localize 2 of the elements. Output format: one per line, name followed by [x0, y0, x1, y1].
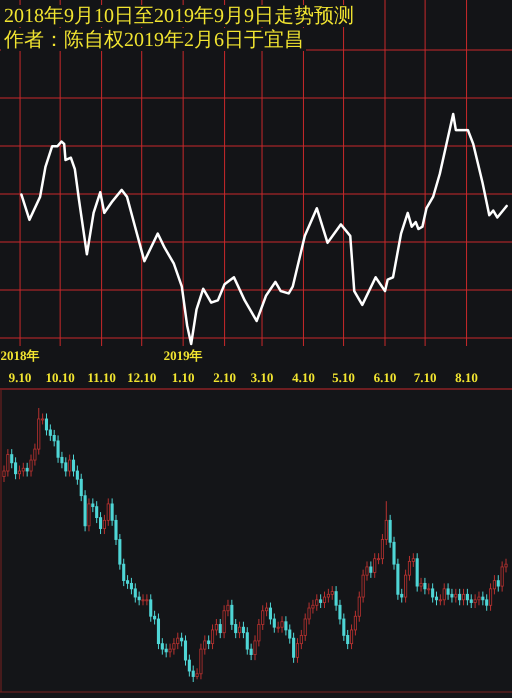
title: 2018年9月10日至2019年9月9日走势预测 [4, 5, 354, 27]
subtitle: 作者：陈自权2019年2月6日于宜昌 [4, 29, 304, 51]
